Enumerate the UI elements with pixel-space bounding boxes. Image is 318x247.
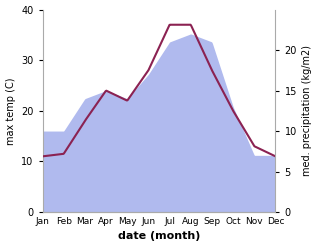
Y-axis label: med. precipitation (kg/m2): med. precipitation (kg/m2) xyxy=(302,45,313,176)
X-axis label: date (month): date (month) xyxy=(118,231,200,242)
Y-axis label: max temp (C): max temp (C) xyxy=(5,77,16,144)
